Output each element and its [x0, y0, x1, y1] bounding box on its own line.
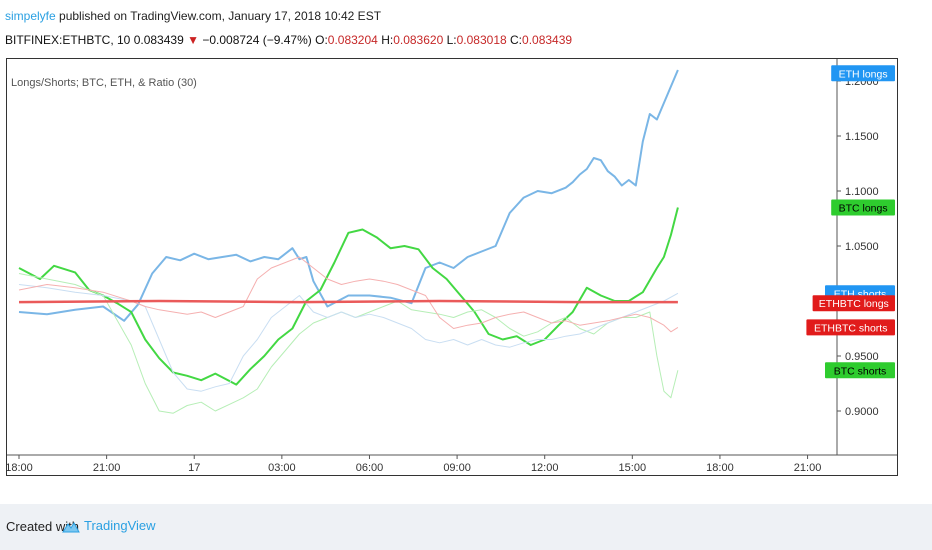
series-line-eth-shorts — [18, 284, 679, 392]
x-tick-label: 12:00 — [531, 462, 559, 474]
username-link[interactable]: simpelyfe — [5, 9, 56, 23]
close-value: 0.083439 — [522, 33, 573, 47]
x-tick-label: 15:00 — [619, 462, 647, 474]
publish-line: simpelyfe published on TradingView.com, … — [5, 9, 381, 23]
x-tick-label: 21:00 — [794, 462, 822, 474]
series-label-bg — [812, 295, 895, 312]
high-label: H: — [381, 33, 394, 47]
series-label: ETHBTC longs — [819, 298, 889, 310]
y-tick-label: 1.1500 — [845, 131, 879, 143]
series-line-btc-shorts — [18, 273, 679, 414]
series-label-bg — [831, 199, 895, 216]
last-price: 0.083439 — [133, 33, 184, 47]
high-value: 0.083620 — [393, 33, 444, 47]
series-line-eth-longs — [18, 69, 679, 322]
tradingview-logo-icon — [62, 521, 80, 533]
series-label-bg — [831, 65, 895, 82]
x-tick-label: 18:00 — [7, 462, 33, 474]
chart-title: Longs/Shorts; BTC, ETH, & Ratio (30) — [11, 77, 197, 89]
tradingview-brand-link[interactable]: TradingView — [62, 518, 156, 534]
chart-area[interactable]: 1.20001.15001.10001.05001.00000.95000.90… — [6, 58, 898, 476]
open-label: O: — [315, 33, 328, 47]
x-tick-label: 06:00 — [356, 462, 384, 474]
series-label-bg — [825, 362, 895, 379]
footer-bar: Created with TradingView — [0, 504, 932, 550]
y-tick-label: 0.9500 — [845, 351, 879, 363]
series-label: ETH longs — [839, 68, 888, 80]
chart-header: simpelyfe published on TradingView.com, … — [0, 0, 932, 58]
series-line-btc-longs — [18, 207, 679, 386]
published-text: published on TradingView.com, January 17… — [59, 9, 382, 23]
x-tick-label: 03:00 — [268, 462, 296, 474]
x-tick-label: 21:00 — [93, 462, 121, 474]
series-label-bg — [806, 319, 895, 336]
symbol-text: BITFINEX:ETHBTC, 10 — [5, 33, 131, 47]
tradingview-brand-text: TradingView — [84, 518, 156, 533]
x-tick-label: 17 — [188, 462, 200, 474]
series-label: ETHBTC shorts — [814, 322, 888, 334]
symbol-line: BITFINEX:ETHBTC, 10 0.083439 ▼ −0.008724… — [5, 33, 572, 47]
series-line-ethbtc-shorts — [18, 256, 679, 333]
series-label: BTC longs — [839, 203, 888, 215]
low-value: 0.083018 — [456, 33, 507, 47]
x-tick-label: 18:00 — [706, 462, 734, 474]
down-arrow-icon: ▼ — [187, 33, 199, 47]
line-chart[interactable]: 1.20001.15001.10001.05001.00000.95000.90… — [7, 59, 897, 475]
series-line-ethbtc-longs — [18, 299, 678, 304]
y-tick-label: 1.0500 — [845, 241, 879, 253]
y-tick-label: 1.1000 — [845, 186, 879, 198]
y-tick-label: 0.9000 — [845, 406, 879, 418]
close-label: C: — [510, 33, 523, 47]
series-label: BTC shorts — [834, 365, 887, 377]
x-tick-label: 09:00 — [443, 462, 471, 474]
created-with-text: Created with — [6, 519, 79, 534]
low-label: L: — [446, 33, 457, 47]
open-value: 0.083204 — [327, 33, 378, 47]
price-change: −0.008724 (−9.47%) — [202, 33, 312, 47]
